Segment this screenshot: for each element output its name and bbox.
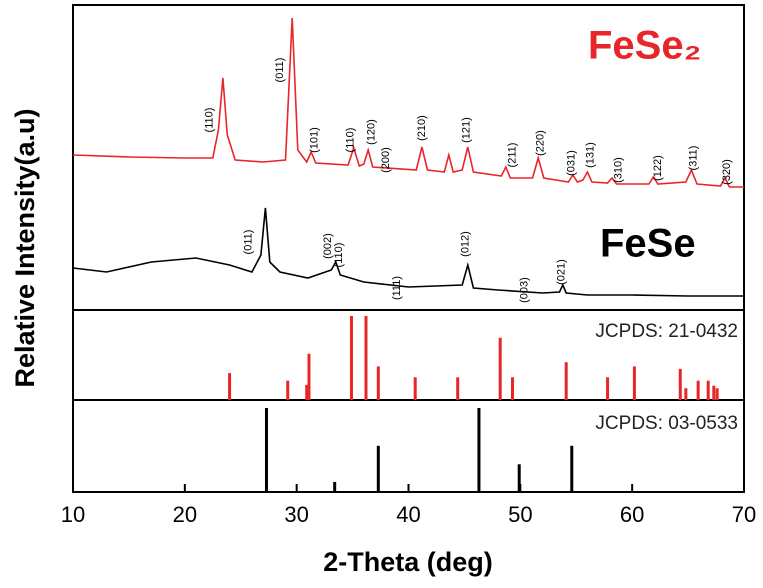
x-tick-label: 30	[284, 502, 308, 527]
x-tick-label: 50	[508, 502, 532, 527]
peak-label: (101)	[308, 127, 320, 153]
x-tick-label: 10	[61, 502, 85, 527]
series-label: FeSe₂	[588, 24, 701, 68]
peak-label: (200)	[380, 147, 392, 173]
x-tick-label: 20	[173, 502, 197, 527]
reference-label: JCPDS: 03-0533	[595, 413, 738, 434]
peak-label: (021)	[556, 259, 568, 285]
peak-label: (003)	[519, 277, 531, 303]
peak-label: (310)	[613, 157, 625, 183]
peak-label: (120)	[366, 119, 378, 145]
peak-label: (011)	[274, 58, 286, 83]
x-tick-label: 70	[732, 502, 756, 527]
peak-label: (122)	[652, 155, 664, 181]
peak-label: (110)	[344, 128, 356, 153]
peak-label: (110)	[333, 243, 345, 268]
peak-label: (131)	[585, 142, 597, 168]
peak-label: (311)	[688, 146, 700, 171]
peak-label: (121)	[461, 117, 473, 143]
x-tick-label: 40	[396, 502, 420, 527]
y-axis-label: Relative Intensity(a.u)	[10, 108, 40, 387]
peak-label: (210)	[416, 115, 428, 141]
reference-label: JCPDS: 21-0432	[595, 321, 738, 342]
series-label: FeSe	[600, 222, 696, 266]
peak-label: (211)	[506, 143, 518, 168]
peak-label: (111)	[391, 276, 403, 300]
xrd-line	[72, 207, 744, 297]
peak-label: (110)	[203, 108, 215, 133]
peak-label: (220)	[534, 130, 546, 156]
peak-label: (012)	[459, 231, 471, 257]
x-axis-label: 2-Theta (deg)	[323, 547, 493, 577]
peak-label: (320)	[721, 159, 733, 185]
xrd-line	[72, 17, 744, 188]
peak-label: (002)	[322, 233, 334, 259]
peak-label: (011)	[242, 230, 254, 255]
peak-label: (031)	[566, 150, 578, 176]
x-tick-label: 60	[620, 502, 644, 527]
